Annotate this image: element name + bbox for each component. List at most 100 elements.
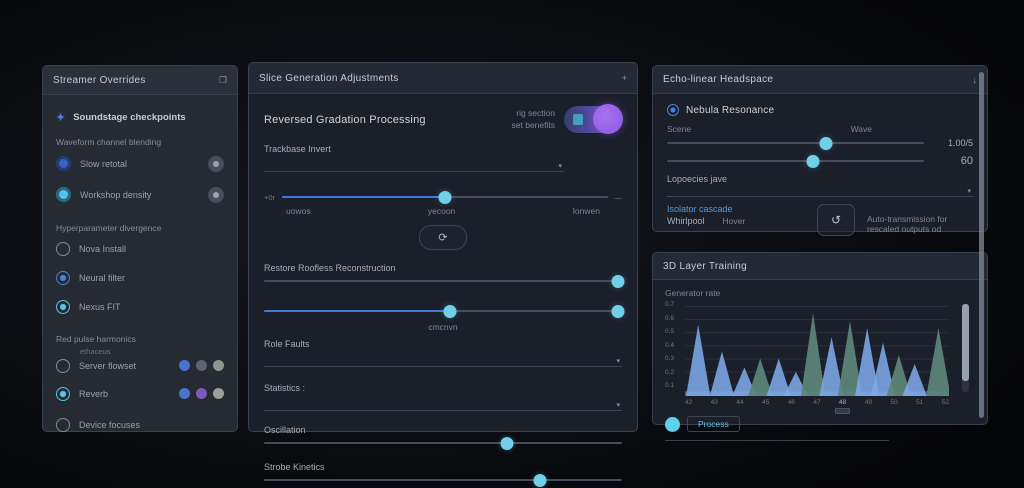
legend-pill-button[interactable]: Process [687, 416, 740, 432]
chevron-down-icon: ▾ [616, 402, 620, 409]
slider-tick-label: uowos [286, 206, 311, 216]
dropdown-label: Statistics : [264, 383, 306, 393]
cyan-radio-icon [56, 386, 70, 401]
list-item[interactable]: Reverb [56, 379, 224, 408]
restore-button[interactable]: ↺ [817, 204, 855, 236]
list-item[interactable]: Device focuses [56, 408, 224, 441]
main-slider[interactable] [282, 190, 608, 204]
dropdown-label: Role Faults [264, 339, 310, 349]
cyan-circle-icon [56, 187, 71, 202]
color-swatch-group[interactable] [179, 388, 224, 399]
trackbase-invert-dropdown[interactable]: ▾ [264, 156, 564, 172]
chart-plot-area [685, 304, 949, 396]
list-item[interactable]: Slow retotal [56, 148, 224, 179]
slider-handle[interactable] [443, 305, 457, 318]
range-slider[interactable] [264, 304, 625, 318]
x-axis-ticks: 42 43 44 45 46 47 48 49 50 51 52 [685, 399, 949, 414]
dropdown-label: Trackbase Invert [264, 144, 331, 154]
slider-max-label: — [614, 192, 623, 202]
right-top-panel: Echo-linear Headspace ↓ Nebula Resonance… [652, 65, 988, 236]
color-swatch[interactable] [179, 360, 190, 371]
radio-option[interactable]: Nexus FIT [56, 292, 224, 321]
list-item-label: Reverb [79, 388, 109, 399]
wave-value: 60 [960, 155, 973, 167]
slider-handle[interactable] [438, 191, 452, 204]
section-heading: Nebula Resonance [686, 104, 775, 116]
slider-handle[interactable] [500, 437, 514, 450]
statistics-dropdown[interactable]: ▾ [264, 395, 622, 411]
gradient-toggle[interactable] [564, 104, 623, 134]
right-top-panel-header: Echo-linear Headspace ↓ [653, 66, 987, 94]
radio-label: Nova Install [79, 243, 127, 254]
cascade-link[interactable]: Isolator cascade [667, 204, 733, 214]
divergence-section-heading: Hyperparameter divergence [56, 223, 162, 233]
radio-selected-blue-icon[interactable] [56, 270, 70, 285]
scene-slider[interactable] [667, 136, 924, 150]
color-swatch[interactable] [213, 388, 224, 399]
left-panel-body: ✦ Soundstage checkpoints Waveform channe… [43, 95, 237, 451]
toggle-label-line2: set benefits [511, 119, 555, 130]
slider-handle[interactable] [806, 155, 820, 168]
add-icon[interactable]: + [621, 73, 627, 83]
middle-panel: Slice Generation Adjustments + Reversed … [248, 62, 638, 487]
radio-option[interactable]: Neural filter [56, 263, 224, 292]
viewport-scrollbar[interactable] [979, 72, 984, 418]
legend-dot[interactable] [665, 416, 680, 432]
legend-divider [665, 440, 889, 441]
wave-label: Wave [850, 124, 873, 134]
species-dropdown[interactable]: ▾ [667, 185, 973, 197]
role-faults-dropdown[interactable]: ▾ [264, 351, 622, 367]
middle-panel-body: Reversed Gradation Processing rig sectio… [249, 94, 637, 488]
list-item[interactable]: Workshop density [56, 179, 224, 210]
harmonics-sublabel: ethaceus [80, 347, 111, 356]
list-item[interactable]: Server flowset [56, 352, 224, 379]
radio-selected-cyan-icon[interactable] [56, 299, 70, 314]
slider-tick-label: Ionwen [572, 206, 600, 216]
divider [667, 231, 805, 232]
chart-card-body: Generator rate 0.7 0.6 0.5 0.4 0.3 0.2 0.1 42 4… [653, 280, 987, 447]
strobe-slider[interactable] [264, 473, 622, 487]
slider-tick-label: yecoon [427, 206, 456, 216]
collapse-icon[interactable]: ❐ [218, 74, 227, 85]
right-top-panel-body: Nebula Resonance Scene Wave 1.00/5 60 Lo… [653, 94, 987, 246]
harmonics-section-heading: Red pulse harmonics [56, 334, 136, 344]
radio-option[interactable]: Nova Install [56, 234, 224, 263]
area-chart: 0.7 0.6 0.5 0.4 0.3 0.2 0.1 [665, 301, 975, 398]
list-item-label: Device focuses [79, 419, 141, 430]
color-swatch[interactable] [213, 360, 224, 371]
refresh-button[interactable]: ⟳ [419, 225, 467, 250]
pen-icon [56, 358, 70, 373]
slider-handle[interactable] [819, 137, 833, 150]
toggle-knob[interactable] [593, 104, 623, 134]
color-swatch[interactable] [179, 388, 190, 399]
restore-slider[interactable] [264, 274, 625, 288]
toggle-grid-icon [573, 114, 583, 125]
slider-handle[interactable] [533, 474, 547, 487]
middle-panel-header: Slice Generation Adjustments + [249, 63, 637, 94]
toggle-knob-button[interactable] [208, 155, 224, 172]
color-swatch[interactable] [196, 388, 207, 399]
slider-handle[interactable] [611, 305, 625, 318]
radio-icon[interactable] [56, 241, 70, 256]
color-swatch[interactable] [196, 360, 207, 371]
arrow-down-icon[interactable]: ↓ [972, 74, 978, 85]
color-swatch-group[interactable] [179, 360, 224, 371]
slider-handle[interactable] [611, 275, 625, 288]
oscillation-slider[interactable] [264, 436, 622, 450]
chevron-down-icon: ▾ [967, 188, 971, 195]
radio-label: Nexus FIT [79, 301, 121, 312]
slider-label: Restore Roofless Reconstruction [264, 263, 396, 273]
transmission-note: Auto-transmission for rescaled outputs o… [867, 214, 948, 234]
y-axis-ticks: 0.7 0.6 0.5 0.4 0.3 0.2 0.1 [665, 301, 675, 390]
chart-scrollbar-thumb[interactable] [962, 304, 969, 382]
right-bottom-panel-header: 3D Layer Training [653, 253, 987, 280]
middle-panel-title: Slice Generation Adjustments [259, 72, 399, 84]
range-center-label: cmcnvn [428, 322, 458, 332]
left-intro-item[interactable]: ✦ Soundstage checkpoints [56, 111, 224, 124]
toggle-knob-button[interactable] [208, 186, 224, 203]
right-bottom-panel-title: 3D Layer Training [663, 260, 748, 272]
toggle-label-line1: rig section [516, 108, 555, 119]
chart-scrollbar[interactable] [962, 304, 969, 392]
wave-slider[interactable] [667, 154, 924, 168]
left-panel-header: Streamer Overrides ❐ [43, 66, 237, 95]
